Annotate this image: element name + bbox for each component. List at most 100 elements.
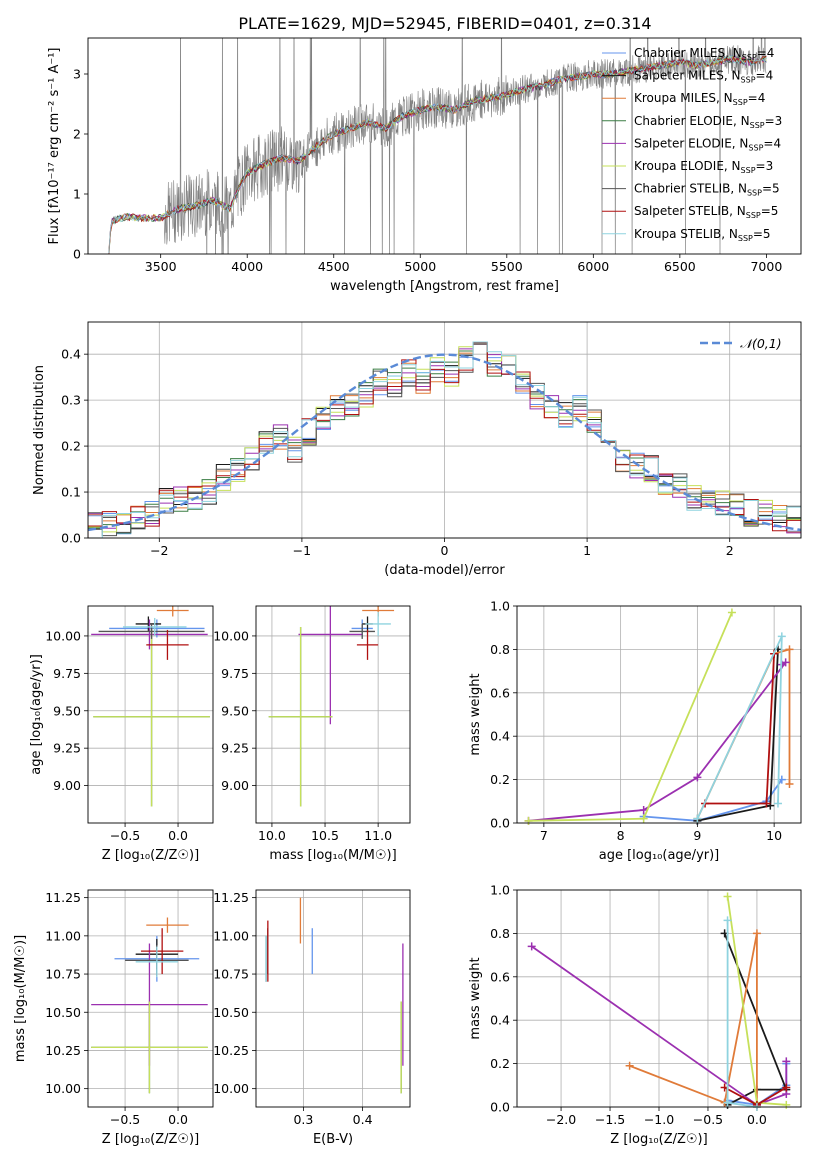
y-tick-label: 0.4 [490, 729, 510, 744]
x-tick-label: 4000 [231, 259, 263, 274]
y-tick-label: 9.00 [221, 778, 249, 793]
weight-point [752, 929, 761, 938]
x-tick-label: −0.5 [693, 1112, 723, 1127]
y-axis-label: Normed distribution [32, 365, 47, 495]
y-axis-label: mass weight [468, 673, 483, 755]
y-tick-label: 10.25 [213, 1043, 249, 1058]
axes-frame [87, 605, 214, 824]
x-tick-label: 5000 [404, 259, 436, 274]
x-axis-label: Z [log₁₀(Z/Z☉)] [102, 1132, 199, 1147]
legend-label: Chabrier ELODIE, NSSP=3 [634, 114, 782, 130]
y-tick-label: 0.1 [61, 485, 81, 500]
weight-point [625, 1061, 634, 1070]
histogram-plot [88, 341, 801, 538]
axes-mass-vs-Z: −0.5 0.0 10.00 10.25 10.50 10.75 11.00 11.25 Z [… [13, 890, 213, 1147]
spectrum-model-line [108, 55, 767, 253]
spectrum-legend: Chabrier MILES, NSSP=4 Salpeter MILES, NS… [602, 46, 782, 243]
spectrum-model-line [108, 55, 767, 253]
weight-series-line [528, 612, 733, 822]
x-tick-label: 3500 [145, 259, 177, 274]
weight-point [527, 942, 536, 951]
y-tick-label: 9.50 [221, 703, 249, 718]
x-tick-label: 0.4 [353, 1112, 373, 1127]
y-tick-label: 0.0 [61, 531, 81, 546]
y-tick-label: 11.25 [213, 890, 249, 905]
y-tick-label: 0.2 [490, 772, 510, 787]
y-tick-label: 10.00 [45, 628, 81, 643]
mass-vs-ebv-plot [265, 897, 404, 1094]
weight-point [723, 892, 732, 901]
weight-point [639, 805, 648, 814]
weight-series-line [643, 779, 783, 822]
y-tick-label: 9.00 [53, 778, 81, 793]
y-tick-label: 0.2 [490, 1056, 510, 1071]
y-tick-label: 10.00 [45, 1081, 81, 1096]
weight-point [785, 645, 794, 654]
x-tick-label: 7 [540, 828, 548, 843]
y-tick-label: 10.25 [45, 1043, 81, 1058]
axes-weight-vs-age: 7 8 9 10 0.0 0.2 0.4 0.6 0.8 1.0 age [log₁₀(age/yr… [468, 599, 801, 863]
y-tick-label: 9.25 [53, 741, 81, 756]
y-axis-label: mass weight [468, 957, 483, 1039]
x-axis-label: Z [log₁₀(Z/Z☉)] [102, 848, 199, 863]
weight-series-line [531, 945, 788, 1106]
x-tick-label: 0.0 [168, 828, 188, 843]
x-tick-label: 1 [583, 543, 591, 558]
axes-frame [255, 889, 411, 1108]
x-axis-label: E(B-V) [313, 1132, 353, 1147]
weight-point [723, 916, 732, 925]
axes-mass-vs-ebv: 0.3 0.4 10.00 10.25 10.50 10.75 11.00 11.25 E(B-… [213, 890, 410, 1147]
x-axis-label: Z [log₁₀(Z/Z☉)] [610, 1132, 707, 1147]
age-vs-mass-plot [268, 606, 395, 807]
spectrum-model-line [108, 55, 767, 254]
x-tick-label: 4500 [318, 259, 350, 274]
x-tick-label: 0.3 [293, 1112, 313, 1127]
legend-label: Kroupa ELODIE, NSSP=3 [634, 159, 773, 175]
y-tick-label: 11.25 [45, 890, 81, 905]
y-tick-label: 1.0 [490, 883, 510, 898]
weight-point [762, 799, 771, 808]
spectrum-model-line [108, 56, 767, 252]
legend-label: Kroupa MILES, NSSP=4 [634, 91, 765, 107]
y-tick-label: 0.8 [490, 642, 510, 657]
x-tick-label: 9 [693, 828, 701, 843]
x-axis-label: mass [log₁₀(M/M☉)] [269, 848, 396, 863]
weight-series-line [697, 649, 779, 822]
y-tick-label: 0.6 [490, 685, 510, 700]
legend-label: Chabrier MILES, NSSP=4 [634, 46, 774, 62]
weight-series-line [723, 933, 788, 1106]
axes-frame [255, 605, 411, 824]
y-tick-label: 11.00 [45, 928, 81, 943]
weight-point [773, 799, 782, 808]
y-tick-label: 0.2 [61, 439, 81, 454]
x-tick-label: 10.5 [311, 828, 339, 843]
weight-series-line [528, 661, 787, 822]
age-vs-Z-plot [91, 606, 210, 807]
y-tick-label: 9.50 [53, 703, 81, 718]
histogram-series [88, 341, 801, 538]
mass-vs-Z-plot [91, 917, 208, 1094]
weight-point [723, 1098, 732, 1107]
legend-label: Chabrier STELIB, NSSP=5 [634, 182, 780, 198]
y-tick-label: 0.0 [490, 1100, 510, 1115]
legend-label: Salpeter STELIB, NSSP=5 [634, 204, 778, 220]
y-tick-label: 10.00 [213, 1081, 249, 1096]
axes-residuals: −2 −1 0 1 2 0.0 0.1 0.2 0.3 0.4 (data-model)/error… [32, 322, 801, 578]
axes-frame [87, 37, 802, 255]
legend-label: Kroupa STELIB, NSSP=5 [634, 227, 771, 243]
y-tick-label: 0.6 [490, 969, 510, 984]
weight-point [782, 1083, 791, 1092]
weight-point [727, 608, 736, 617]
y-tick-label: 0.3 [61, 393, 81, 408]
y-tick-label: 2 [73, 127, 81, 142]
figure-title: PLATE=1629, MJD=52945, FIBERID=0401, z=0… [238, 14, 651, 33]
weight-point [782, 1057, 791, 1066]
x-tick-label: −0.5 [110, 828, 140, 843]
x-axis-label: wavelength [Angstrom, rest frame] [330, 279, 559, 294]
normal-curve [88, 353, 801, 532]
x-tick-label: 0.0 [747, 1112, 767, 1127]
x-tick-label: 6000 [577, 259, 609, 274]
y-tick-label: 0.4 [61, 347, 81, 362]
x-tick-label: 2 [726, 543, 734, 558]
y-tick-label: 9.75 [53, 666, 81, 681]
